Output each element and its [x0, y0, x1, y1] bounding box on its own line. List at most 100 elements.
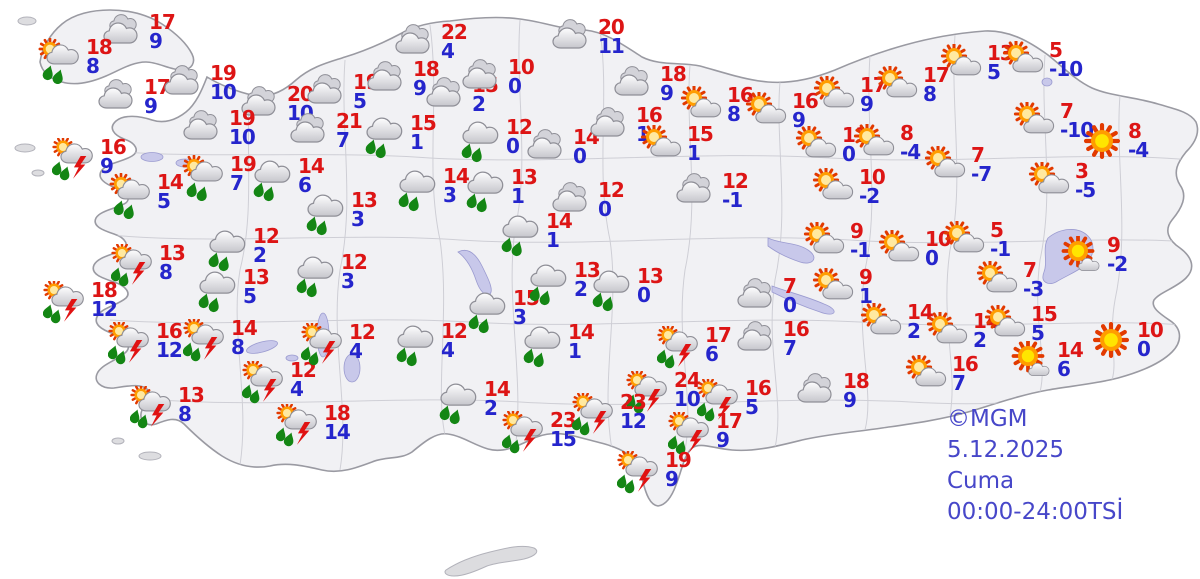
temp-low: 1 — [687, 141, 701, 165]
temp-low: 5 — [157, 189, 171, 213]
temp-high: 13 — [178, 383, 205, 407]
weather-station: 14 1 — [520, 320, 595, 369]
temp-low: 2 — [574, 277, 588, 301]
sun-cloud-icon — [904, 355, 952, 401]
weather-station: 15 1 — [362, 111, 437, 160]
temperature-values: 22 4 — [441, 22, 468, 61]
weather-station: 13 8 — [111, 243, 186, 290]
sun-cloud-icon — [812, 76, 860, 122]
temperature-values: 8 -4 — [900, 123, 921, 162]
temp-low: 0 — [783, 293, 797, 317]
temp-high: 15 — [410, 111, 437, 135]
temp-low: 0 — [925, 246, 939, 270]
weather-station: 10 0 — [877, 229, 952, 276]
cloudy-icon — [239, 85, 287, 131]
sunny-icon — [1089, 321, 1137, 367]
temp-high: 14 — [568, 320, 595, 344]
weather-station: 18 14 — [276, 403, 351, 450]
weather-station: 19 7 — [182, 154, 257, 201]
temperature-values: 12 -1 — [722, 171, 749, 212]
weather-station: 12 -1 — [674, 171, 749, 218]
temperature-values: 10 0 — [508, 57, 535, 98]
weather-station: 24 10 — [626, 368, 701, 417]
temp-low: 12 — [620, 409, 647, 433]
temperature-values: 14 2 — [907, 302, 934, 341]
weather-station: 17 8 — [875, 65, 950, 112]
temp-low: 0 — [506, 134, 520, 158]
temperature-values: 15 5 — [1031, 304, 1058, 343]
weather-station: 18 9 — [795, 371, 870, 418]
temp-high: 12 — [598, 178, 625, 202]
temperature-values: 14 3 — [443, 166, 470, 205]
temp-high: 24 — [674, 368, 701, 392]
weather-station: 15 5 — [983, 304, 1058, 351]
thunderstorm-icon — [668, 412, 716, 458]
temperature-values: 19 10 — [210, 63, 237, 104]
temp-high: 7 — [1023, 258, 1037, 282]
temp-low: 9 — [843, 388, 857, 412]
cloudy-icon — [525, 128, 573, 174]
thunderstorm-icon — [657, 326, 705, 372]
temperature-values: 13 3 — [351, 190, 378, 229]
temp-low: 6 — [1057, 357, 1071, 381]
temp-low: 1 — [546, 228, 560, 252]
temperature-values: 18 12 — [91, 280, 118, 319]
temp-low: 8 — [159, 260, 173, 284]
temp-low: 0 — [508, 74, 522, 98]
temp-high: 8 — [1128, 119, 1142, 143]
rain-icon — [362, 114, 410, 160]
sun-cloud-icon — [983, 305, 1031, 351]
temperature-values: 17 9 — [716, 411, 743, 450]
temperature-values: 19 10 — [229, 106, 256, 147]
sun-cloud-icon — [939, 44, 987, 90]
cloudy-icon — [288, 112, 336, 158]
temp-high: 19 — [229, 106, 256, 130]
temp-low: 9 — [860, 92, 874, 116]
temp-low: -4 — [1128, 138, 1149, 162]
temp-low: 9 — [660, 81, 674, 105]
cloudy-icon — [550, 181, 598, 227]
temp-high: 18 — [660, 62, 687, 86]
temp-low: 8 — [727, 102, 741, 126]
sun-cloud-icon — [877, 230, 925, 276]
temp-low: 10 — [674, 387, 701, 411]
thunderstorm-icon — [617, 451, 665, 497]
weather-station: 14 3 — [395, 166, 470, 213]
temp-high: 12 — [253, 224, 280, 248]
temp-high: 16 — [783, 317, 810, 341]
weather-station: 15 3 — [465, 288, 540, 335]
weather-station: 13 3 — [303, 190, 378, 237]
temp-low: 1 — [568, 339, 582, 363]
cloudy-icon — [96, 78, 144, 124]
temp-low: 7 — [952, 371, 966, 395]
weather-station: 12 0 — [458, 117, 533, 164]
temp-low: 1 — [410, 130, 424, 154]
temp-low: -7 — [971, 162, 992, 186]
cloudy-icon — [181, 109, 229, 155]
temperature-values: 24 10 — [674, 368, 701, 411]
weather-station: 14 2 — [436, 379, 511, 426]
temp-low: -1 — [722, 188, 743, 212]
weather-station: 12 4 — [393, 321, 468, 368]
temp-high: 17 — [144, 75, 171, 99]
temp-low: 2 — [472, 92, 486, 116]
temp-low: 3 — [341, 269, 355, 293]
sun-cloud-icon — [942, 221, 990, 267]
temperature-values: 12 4 — [349, 322, 376, 361]
temperature-values: 19 9 — [665, 450, 692, 489]
weather-station: 14 1 — [498, 211, 573, 258]
weather-station: 5 -1 — [942, 220, 1011, 267]
weather-station: 16 7 — [904, 354, 979, 401]
temperature-values: 8 -4 — [1128, 119, 1149, 162]
temp-high: 14 — [231, 316, 258, 340]
thunderstorm-icon — [697, 379, 745, 425]
temp-high: 23 — [620, 390, 647, 414]
temperature-values: 16 9 — [100, 137, 127, 176]
weather-station: 9 -2 — [1059, 235, 1128, 282]
temp-low: 8 — [231, 335, 245, 359]
temp-low: 10 — [210, 80, 237, 104]
sunny-cloud-icon — [1059, 236, 1107, 282]
